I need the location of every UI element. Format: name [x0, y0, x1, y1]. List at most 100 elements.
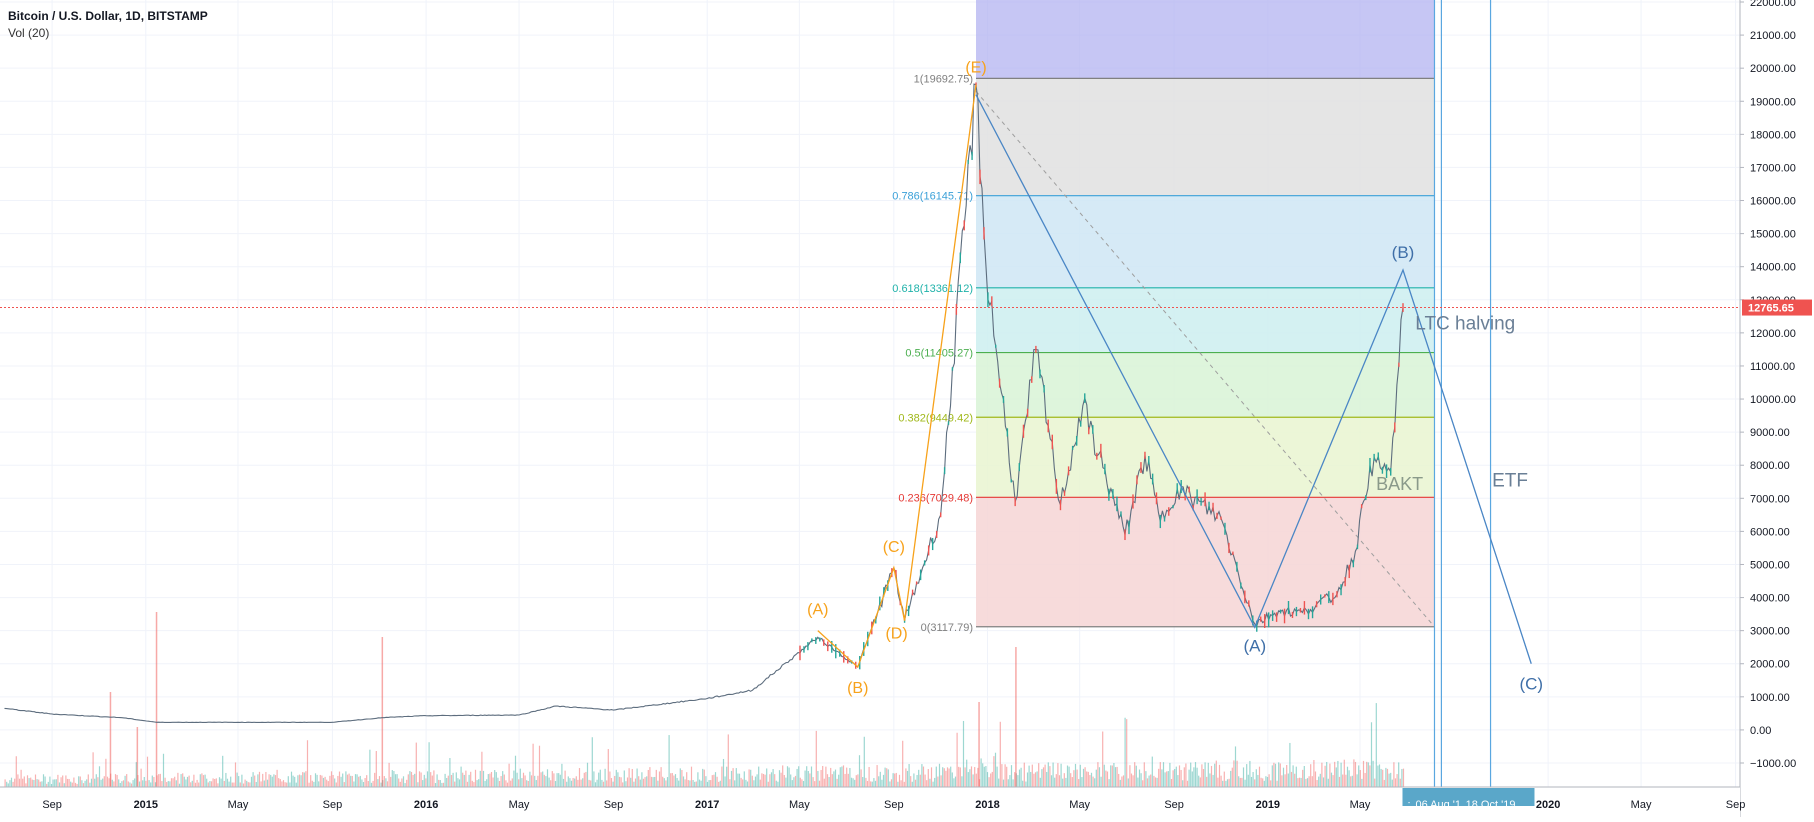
- volume-bar: [1111, 765, 1113, 787]
- volume-bar: [1210, 765, 1213, 787]
- volume-bar: [764, 774, 766, 787]
- volume-bar: [566, 781, 568, 787]
- volume-bar: [918, 769, 920, 787]
- volume-bar: [263, 780, 265, 787]
- volume-bar: [63, 783, 65, 787]
- volume-bar: [911, 781, 913, 787]
- volume-bar: [454, 781, 456, 787]
- volume-bar: [726, 766, 728, 787]
- volume-bar: [623, 770, 625, 787]
- volume-bar: [1298, 777, 1301, 787]
- volume-bar: [983, 766, 985, 787]
- volume-bar: [175, 780, 177, 787]
- volume-bar: [353, 781, 355, 787]
- volume-bar: [378, 776, 381, 787]
- volume-bar: [551, 771, 553, 787]
- volume-bar: [820, 769, 822, 787]
- volume-bar: [737, 773, 739, 787]
- volume-bar: [153, 777, 155, 787]
- volume-bar: [577, 779, 579, 787]
- volume-bar: [828, 777, 830, 787]
- volume-bar: [1087, 771, 1089, 787]
- volume-bar: [641, 772, 643, 787]
- volume-bar: [598, 772, 600, 787]
- volume-bar: [1135, 765, 1137, 787]
- volume-bar: [292, 775, 294, 787]
- volume-bar: [518, 779, 520, 787]
- volume-bar: [734, 780, 736, 787]
- volume-bar: [1193, 767, 1195, 787]
- volume-bar: [92, 752, 94, 787]
- volume-bar: [622, 782, 624, 787]
- volume-bar: [1095, 769, 1097, 787]
- volume-bar: [778, 770, 781, 787]
- volume-bar: [554, 781, 557, 787]
- fib-retracement[interactable]: 1(19692.75) 0.786(16145.71) 0.618(13361.12…: [892, 0, 1435, 634]
- volume-bar: [807, 770, 809, 787]
- volume-bar: [695, 781, 697, 787]
- volume-bar: [337, 775, 339, 787]
- volume-bar: [78, 776, 80, 787]
- last-price-tag[interactable]: [1742, 299, 1812, 316]
- volume-bar: [202, 775, 205, 787]
- volume-bar: [236, 772, 238, 787]
- volume-bar: [466, 781, 469, 787]
- volume-bar: [610, 778, 613, 787]
- volume-bar: [1345, 774, 1347, 787]
- volume-bar: [87, 774, 89, 787]
- volume-bar: [1398, 762, 1400, 787]
- volume-bar: [449, 758, 451, 787]
- orange-wave-path[interactable]: [817, 84, 977, 669]
- volume-bar: [1348, 770, 1350, 787]
- volume-bar: [70, 781, 72, 787]
- chart-title: Bitcoin / U.S. Dollar, 1D, BITSTAMP: [8, 9, 208, 23]
- volume-bar: [1257, 774, 1259, 787]
- volume-bar: [1158, 768, 1160, 787]
- volume-bar: [356, 774, 358, 787]
- time-range-tag[interactable]: [1402, 788, 1535, 806]
- volume-bar: [1036, 771, 1038, 787]
- volume-bar: [1254, 779, 1256, 787]
- volume-bar: [1308, 776, 1310, 787]
- projection-path[interactable]: [975, 94, 1532, 664]
- volume-bar: [794, 775, 797, 787]
- volume-bar: [1326, 761, 1328, 787]
- grid-layer: [0, 0, 1740, 787]
- volume-bar: [276, 769, 278, 787]
- volume-bar: [367, 781, 369, 787]
- volume-bar: [1062, 778, 1064, 787]
- volume-bar: [151, 775, 153, 787]
- volume-bar: [548, 777, 550, 787]
- volume-bar: [876, 765, 878, 787]
- volume-bar: [1148, 775, 1150, 787]
- volume-bar: [588, 779, 590, 787]
- volume-bar: [1383, 779, 1385, 787]
- volume-bar: [1260, 777, 1262, 787]
- volume-bar: [863, 736, 865, 787]
- volume-bar: [458, 779, 461, 787]
- drawings[interactable]: [0, 0, 1740, 787]
- volume-bar: [910, 776, 912, 787]
- volume-bar: [956, 732, 958, 787]
- volume-bar: [959, 767, 961, 787]
- time-tick-label: May: [228, 799, 249, 811]
- volume-bar: [758, 766, 760, 787]
- volume-bar: [4, 779, 6, 787]
- time-tick-label: 2019: [1256, 799, 1280, 811]
- volume-bar: [1206, 776, 1208, 787]
- fib-zone: [976, 497, 1435, 627]
- volume-bar: [631, 768, 633, 787]
- volume-bar: [1223, 771, 1225, 787]
- volume-bar: [1122, 775, 1125, 787]
- volume-bar: [284, 782, 286, 787]
- volume-bar: [671, 773, 673, 787]
- volume-bar: [1314, 771, 1317, 787]
- volume-bar: [50, 784, 53, 787]
- volume-bar: [542, 771, 544, 787]
- volume-bar: [1018, 769, 1021, 787]
- volume-bar: [1354, 761, 1357, 787]
- volume-bar: [1153, 775, 1155, 787]
